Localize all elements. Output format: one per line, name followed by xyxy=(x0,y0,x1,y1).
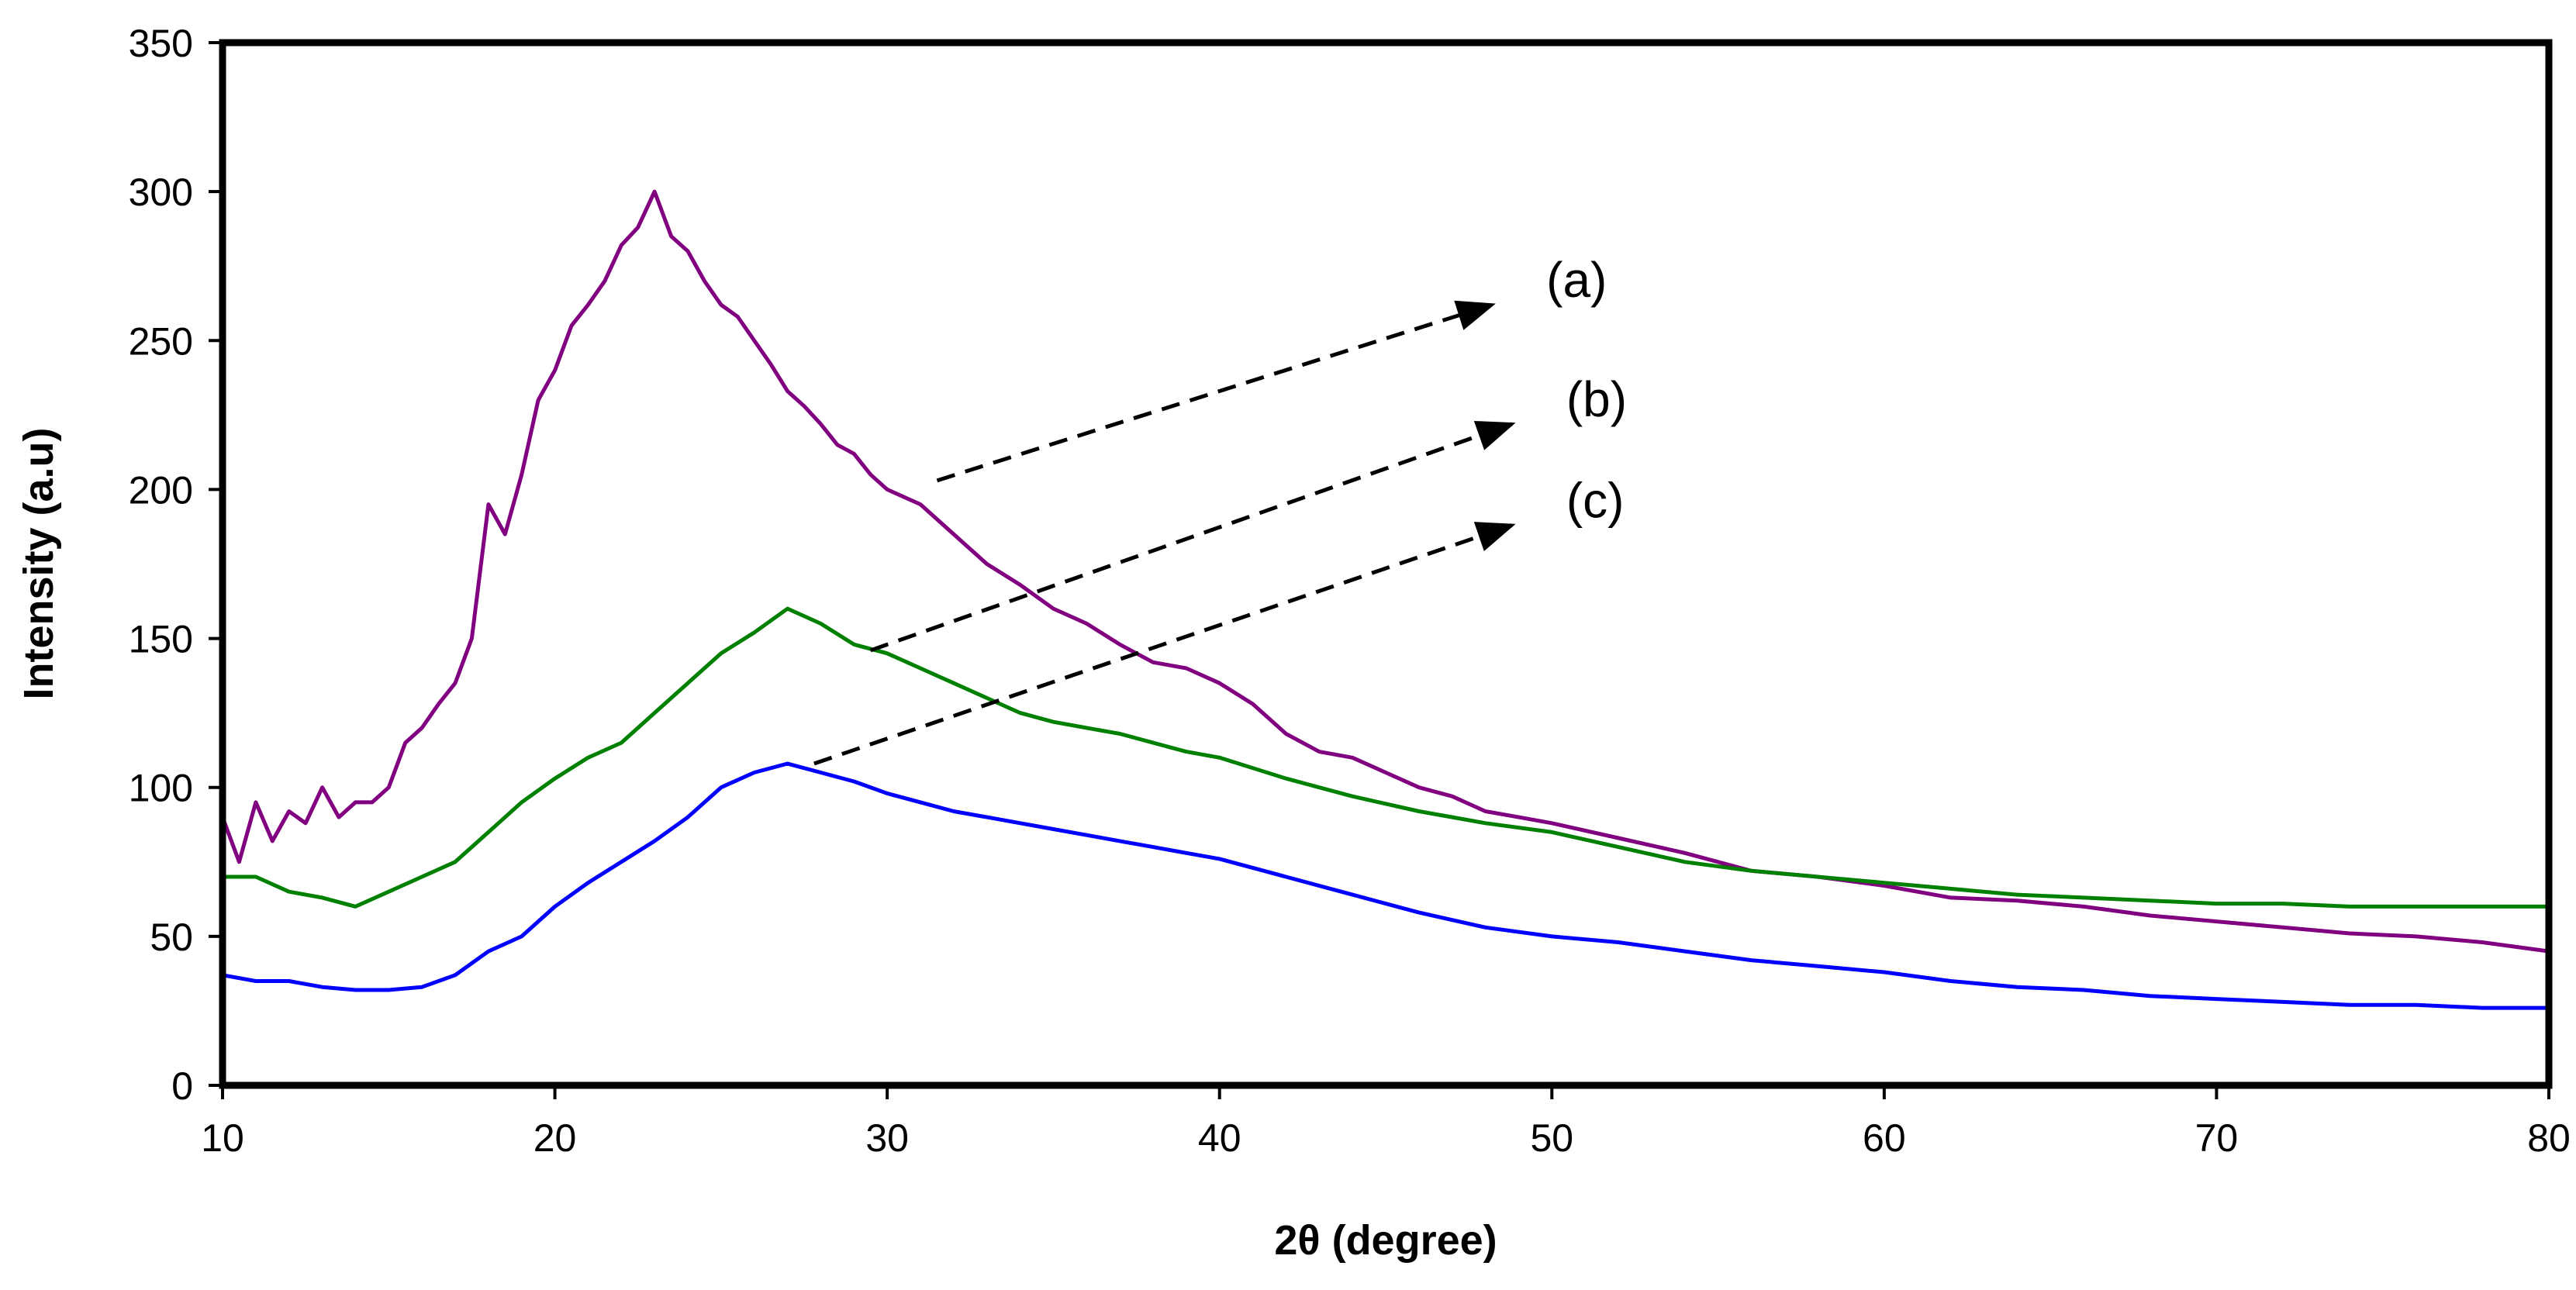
x-tick-label: 50 xyxy=(1530,1116,1573,1160)
annotation-arrow-3 xyxy=(813,522,1516,766)
x-tick-label: 20 xyxy=(534,1116,577,1160)
annotation-arrow-1 xyxy=(936,300,1496,483)
x-tick-label: 70 xyxy=(2195,1116,2239,1160)
series-line-1 xyxy=(220,189,2550,954)
axes-layer: 10 20 30 40 50 60 70 80 0 50 100 150 200 250 300 350 xyxy=(129,22,2571,1160)
x-tick-label: 80 xyxy=(2527,1116,2571,1160)
x-tick-label: 10 xyxy=(201,1116,244,1160)
y-tick-label: 350 xyxy=(129,22,193,65)
series-line-3 xyxy=(222,761,2549,1010)
plot-area-frame xyxy=(219,39,2553,1089)
y-tick-label: 250 xyxy=(129,319,193,363)
y-tick-label: 200 xyxy=(129,468,193,512)
annotation-layer: (a) (b) (c) xyxy=(813,252,1627,766)
annotation-label-3: (c) xyxy=(1566,473,1625,529)
x-tick-label: 40 xyxy=(1198,1116,1241,1160)
y-tick-label: 300 xyxy=(129,171,193,214)
annotation-arrow-2 xyxy=(869,421,1516,653)
series-layer xyxy=(220,189,2550,1010)
y-tick-label: 50 xyxy=(150,916,193,959)
y-axis-title: Intensity (a.u) xyxy=(16,427,62,699)
y-tick-label: 0 xyxy=(171,1064,193,1108)
x-tick-label: 30 xyxy=(865,1116,909,1160)
x-axis-title: 2θ (degree) xyxy=(1274,1217,1497,1264)
annotation-label-1: (a) xyxy=(1546,252,1607,308)
y-tick-label: 100 xyxy=(129,767,193,810)
x-tick-label: 60 xyxy=(1863,1116,1906,1160)
y-tick-label: 150 xyxy=(129,618,193,661)
annotation-label-2: (b) xyxy=(1566,371,1627,427)
series-line-2 xyxy=(223,606,2549,909)
